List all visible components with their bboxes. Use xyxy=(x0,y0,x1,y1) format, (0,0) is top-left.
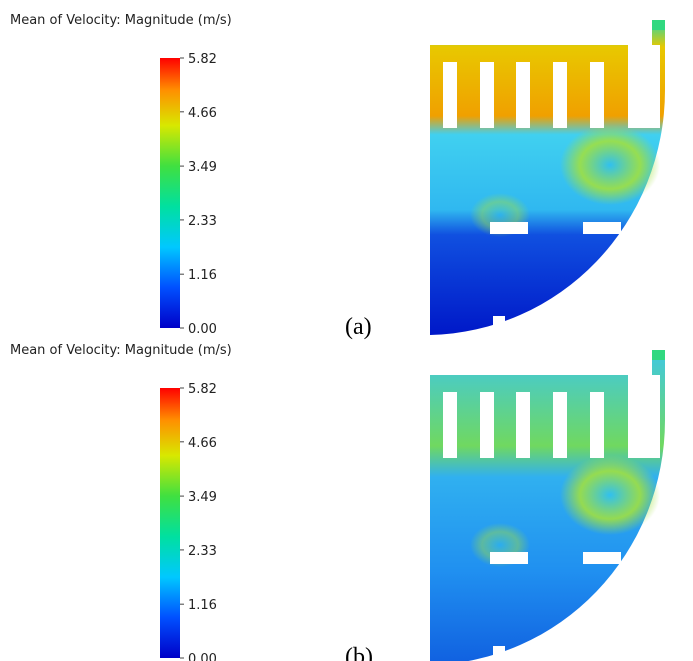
baffle xyxy=(590,62,604,128)
baffle xyxy=(516,392,530,458)
inlet xyxy=(652,350,665,360)
baffle xyxy=(628,375,660,458)
colorbar xyxy=(160,388,180,658)
baffle xyxy=(480,392,494,458)
contour-swirl xyxy=(560,125,660,205)
colorbar-tick-label: 3.49 xyxy=(188,490,217,505)
colorbar-tick-label: 0.00 xyxy=(188,652,217,661)
plate xyxy=(490,222,528,234)
baffle xyxy=(553,62,567,128)
baffle xyxy=(590,392,604,458)
plate xyxy=(490,552,528,564)
colorbar-tick-label: 5.82 xyxy=(188,382,217,397)
colorbar-title: Mean of Velocity: Magnitude (m/s) xyxy=(10,343,232,358)
baffle xyxy=(553,392,567,458)
colorbar-tick-label: 4.66 xyxy=(188,436,217,451)
notch xyxy=(493,316,505,336)
baffle xyxy=(443,62,457,128)
panel-label: (b) xyxy=(345,644,373,661)
notch xyxy=(493,646,505,661)
colorbar-tick-label: 1.16 xyxy=(188,268,217,283)
inlet xyxy=(652,20,665,30)
baffle xyxy=(516,62,530,128)
colorbar-tick-label: 3.49 xyxy=(188,160,217,175)
colorbar-tick-label: 0.00 xyxy=(188,322,217,337)
colorbar-tick-label: 4.66 xyxy=(188,106,217,121)
baffle xyxy=(443,392,457,458)
panel-label: (a) xyxy=(345,314,372,340)
plate xyxy=(583,552,621,564)
colorbar-tick-label: 1.16 xyxy=(188,598,217,613)
colorbar xyxy=(160,58,180,328)
baffle xyxy=(480,62,494,128)
contour-swirl xyxy=(560,455,660,535)
colorbar-tick-label: 2.33 xyxy=(188,544,217,559)
colorbar-tick-label: 2.33 xyxy=(188,214,217,229)
colorbar-title: Mean of Velocity: Magnitude (m/s) xyxy=(10,13,232,28)
baffle xyxy=(628,45,660,128)
panel: Mean of Velocity: Magnitude (m/s) 0.00 1.1… xyxy=(10,343,665,661)
panel: Mean of Velocity: Magnitude (m/s) 0.00 1.1… xyxy=(10,13,665,340)
colorbar-tick-label: 5.82 xyxy=(188,52,217,67)
plate xyxy=(583,222,621,234)
